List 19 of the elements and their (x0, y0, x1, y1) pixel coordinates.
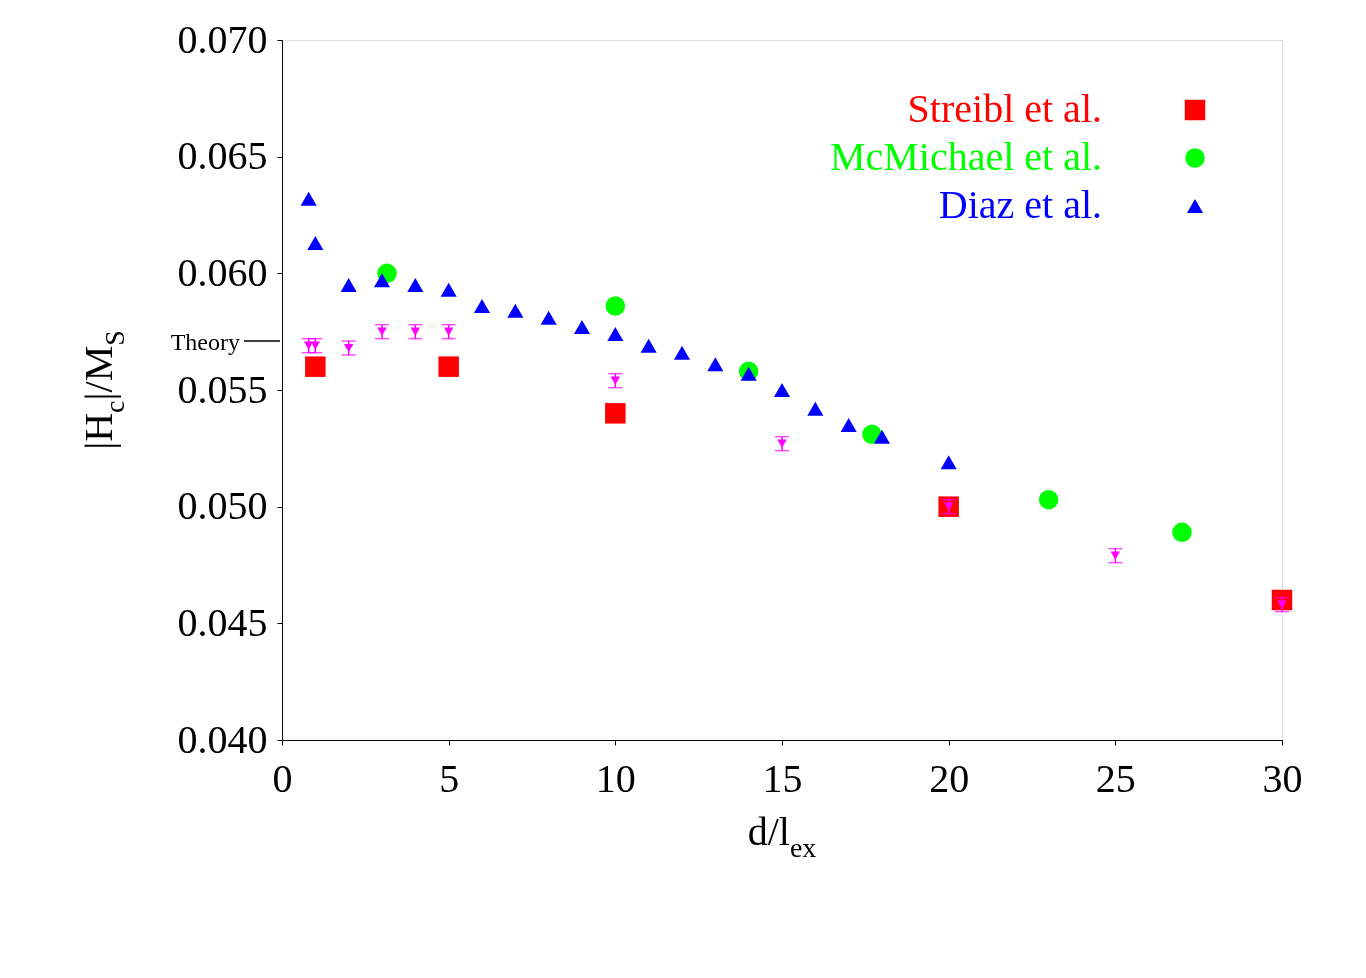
y-tick-label: 0.045 (177, 599, 268, 645)
y-tick-label: 0.065 (177, 133, 268, 179)
x-tick-label: 5 (439, 755, 460, 801)
legend-label: Streibl et al. (907, 86, 1102, 131)
legend-label: McMichael et al. (829, 134, 1102, 179)
y-tick-label: 0.050 (177, 483, 268, 529)
y-axis-title: |Hc|/MS (76, 330, 130, 450)
y-tick-label: 0.040 (177, 716, 268, 762)
x-tick-label: 30 (1262, 755, 1303, 801)
x-tick-label: 20 (929, 755, 970, 801)
legend-label: Diaz et al. (938, 182, 1102, 227)
y-tick-label: 0.055 (177, 366, 268, 412)
x-tick-label: 25 (1095, 755, 1136, 801)
y-tick-label: 0.070 (177, 16, 268, 62)
ref-line-label: Theory (170, 329, 240, 355)
x-tick-label: 10 (595, 755, 636, 801)
x-tick-label: 15 (762, 755, 803, 801)
y-tick-label: 0.060 (177, 249, 268, 295)
x-tick-label: 0 (272, 755, 293, 801)
